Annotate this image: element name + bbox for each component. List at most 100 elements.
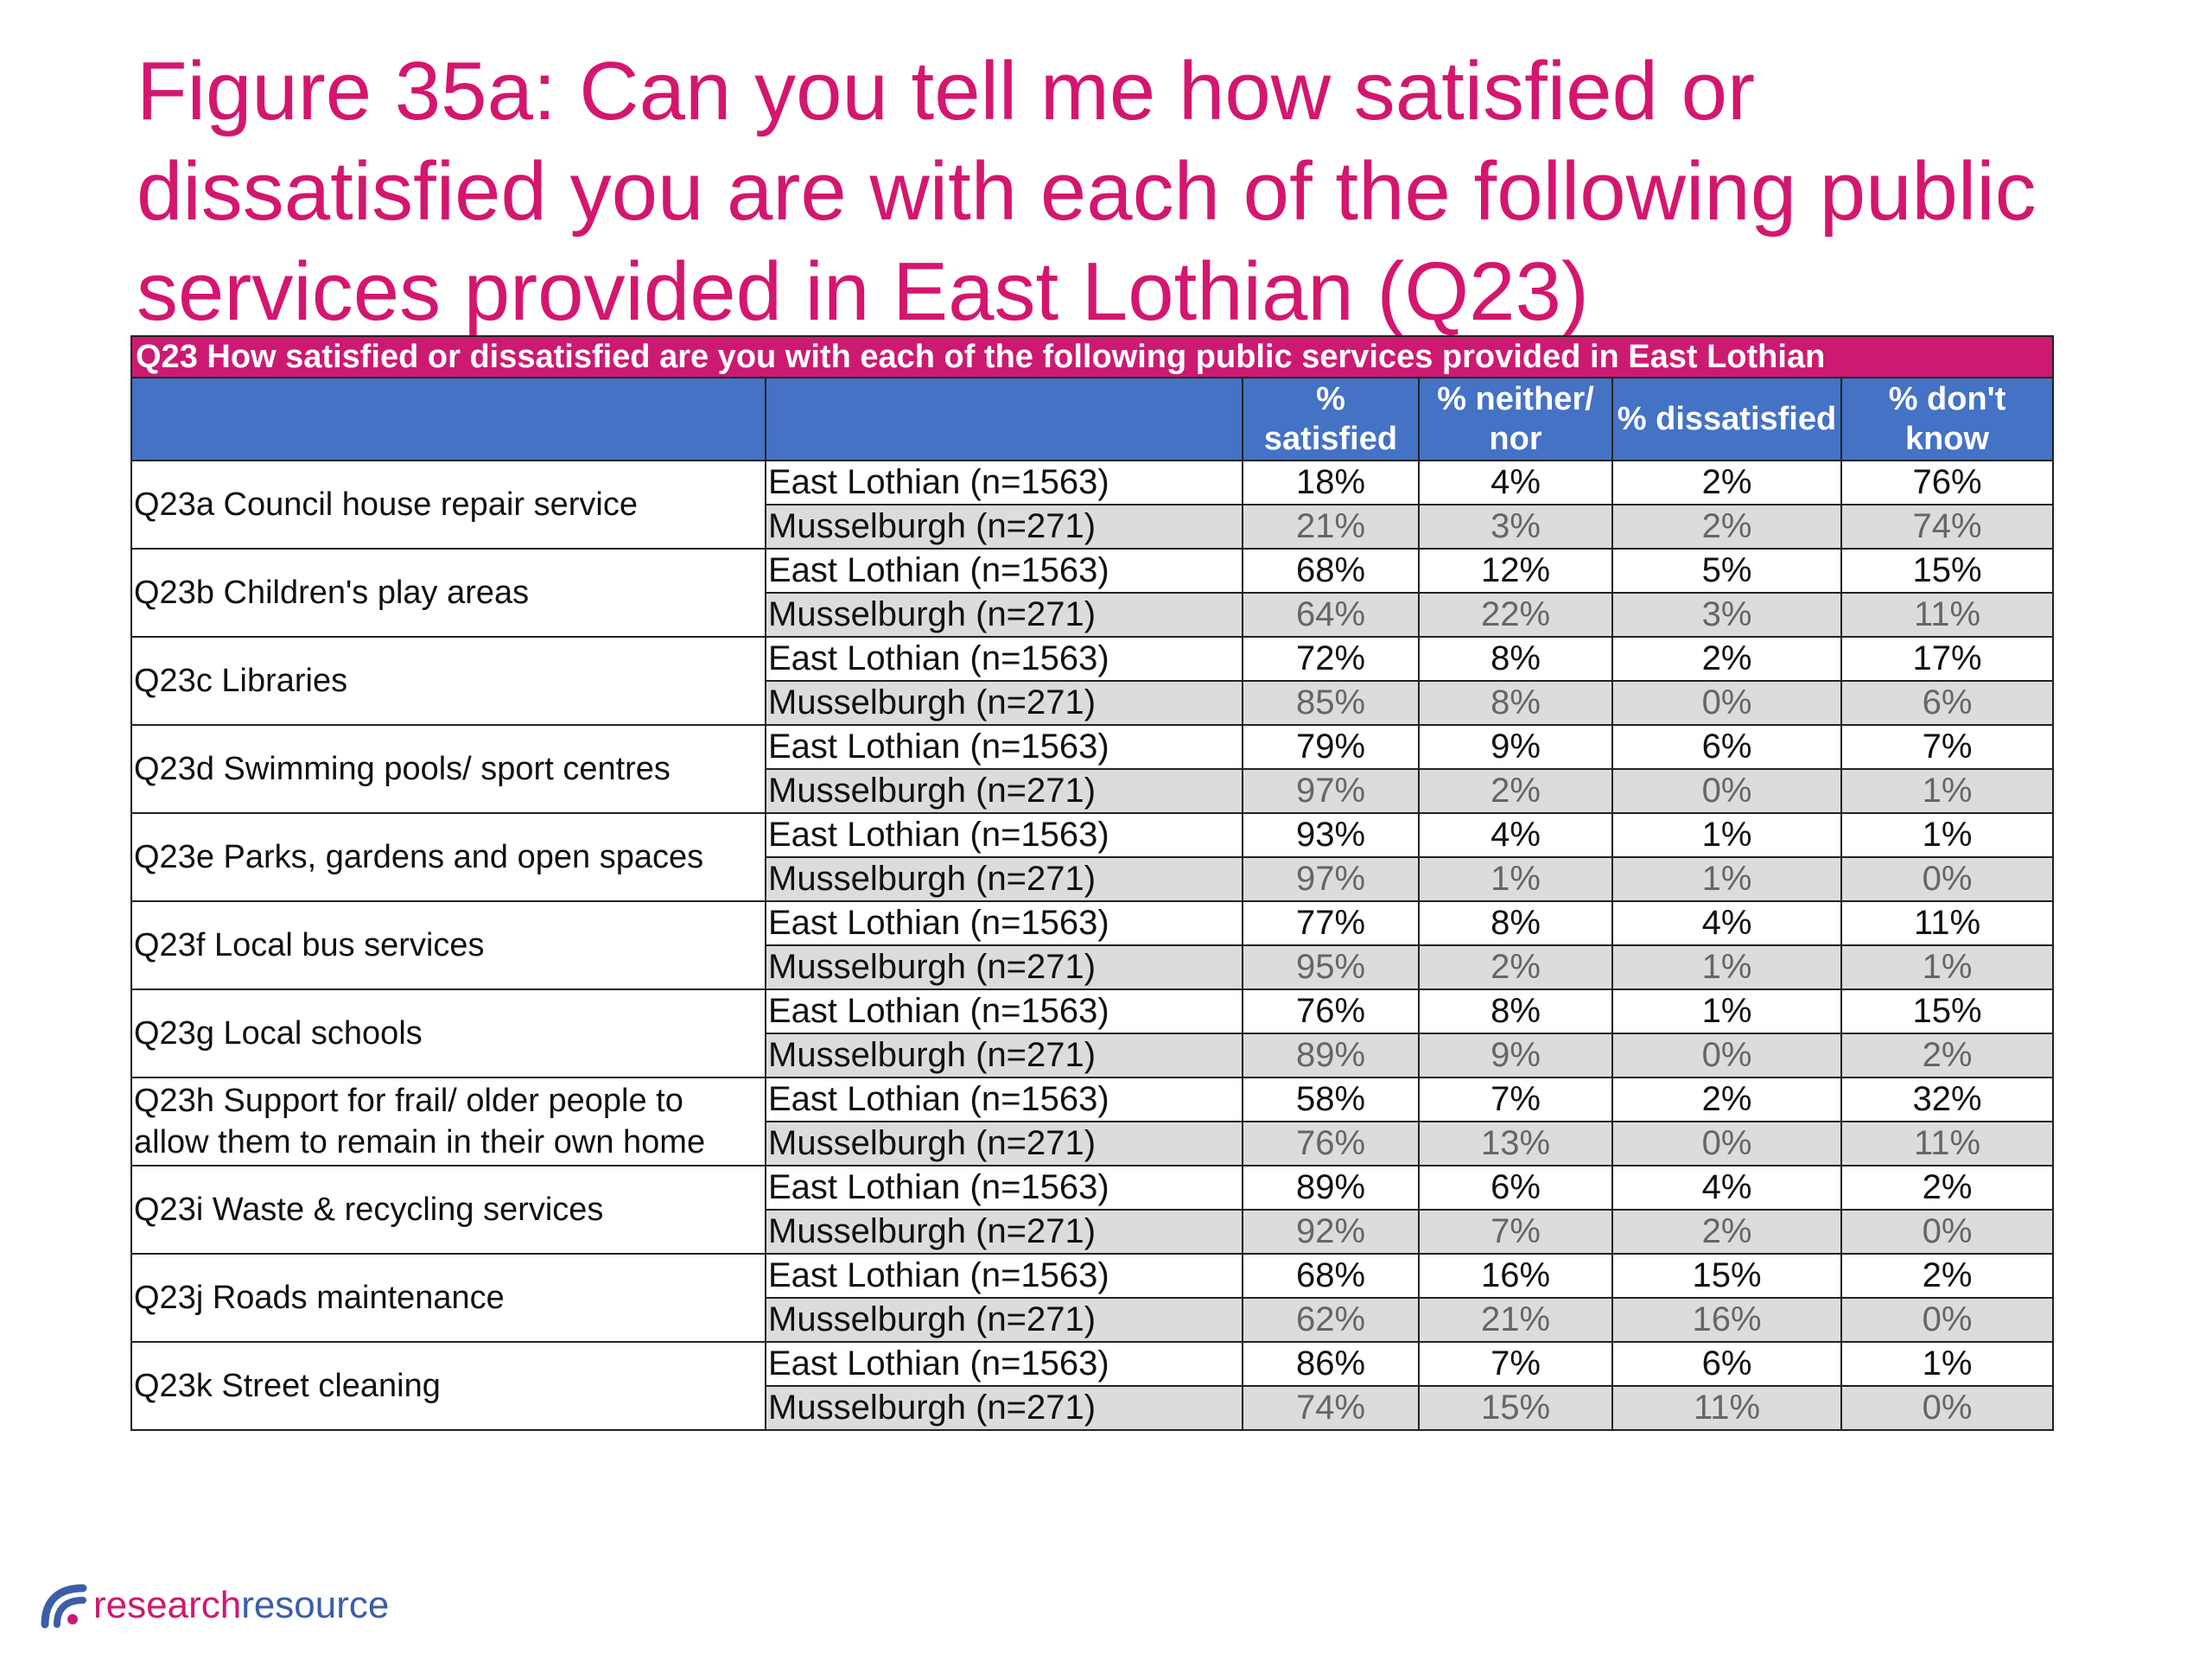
table-row: Q23b Children's play areas East Lothian (…	[130, 548, 2055, 638]
neither-value: 16%	[1418, 1253, 1613, 1299]
neither-value: 9%	[1418, 724, 1613, 770]
neither-value: 9%	[1418, 1033, 1613, 1078]
dissatisfied-value: 11%	[1611, 1385, 1842, 1431]
area-label: East Lothian (n=1563)	[765, 812, 1243, 858]
table-row: Q23g Local schools East Lothian (n=1563) 7…	[130, 988, 2055, 1078]
table-row: Musselburgh (n=271) 62% 21% 16% 0%	[131, 1297, 2055, 1343]
table-row: Musselburgh (n=271) 89% 9% 0% 2%	[131, 1033, 2055, 1078]
satisfied-value: 58%	[1242, 1077, 1420, 1122]
question-label: Q23f Local bus services	[130, 900, 766, 990]
neither-value: 21%	[1418, 1297, 1613, 1343]
page-title: Figure 35a: Can you tell me how satisfie…	[137, 45, 2037, 338]
satisfied-value: 64%	[1242, 592, 1420, 638]
satisfied-value: 68%	[1242, 1253, 1420, 1299]
dontknow-value: 0%	[1840, 1297, 2055, 1343]
area-label: Musselburgh (n=271)	[765, 768, 1243, 814]
dissatisfied-value: 4%	[1611, 900, 1842, 946]
dissatisfied-value: 2%	[1611, 1077, 1842, 1122]
header-dontknow-line1: % don't	[1888, 381, 2006, 417]
dontknow-value: 32%	[1840, 1077, 2055, 1122]
header-neither-line1: % neither/	[1437, 381, 1594, 417]
table-row: Musselburgh (n=271) 64% 22% 3% 11%	[131, 592, 2055, 638]
area-label: East Lothian (n=1563)	[765, 1077, 1243, 1122]
logo-text: researchresource	[93, 1584, 389, 1627]
dissatisfied-value: 6%	[1611, 1341, 1842, 1387]
satisfied-value: 79%	[1242, 724, 1420, 770]
satisfied-value: 86%	[1242, 1341, 1420, 1387]
area-label: East Lothian (n=1563)	[765, 724, 1243, 770]
table-row: Musselburgh (n=271) 21% 3% 2% 74%	[131, 504, 2055, 550]
satisfied-value: 85%	[1242, 680, 1420, 726]
dissatisfied-value: 2%	[1611, 504, 1842, 550]
dontknow-value: 1%	[1840, 944, 2055, 990]
dissatisfied-value: 2%	[1611, 460, 1842, 505]
neither-value: 3%	[1418, 504, 1613, 550]
area-label: East Lothian (n=1563)	[765, 548, 1243, 594]
area-label: Musselburgh (n=271)	[765, 1121, 1243, 1166]
neither-value: 7%	[1418, 1209, 1613, 1255]
dontknow-value: 74%	[1840, 504, 2055, 550]
neither-value: 7%	[1418, 1341, 1613, 1387]
question-label: Q23c Libraries	[130, 636, 766, 726]
table-row: Q23e Parks, gardens and open spaces East …	[130, 812, 2055, 902]
satisfied-value: 95%	[1242, 944, 1420, 990]
table-row: Q23i Waste & recycling services East Loth…	[130, 1165, 2055, 1255]
dissatisfied-value: 4%	[1611, 1165, 1842, 1211]
dissatisfied-value: 2%	[1611, 1209, 1842, 1255]
neither-value: 1%	[1418, 856, 1613, 902]
area-label: Musselburgh (n=271)	[765, 504, 1243, 550]
area-label: East Lothian (n=1563)	[765, 1165, 1243, 1211]
area-label: East Lothian (n=1563)	[765, 988, 1243, 1034]
area-label: Musselburgh (n=271)	[765, 1209, 1243, 1255]
logo-word-research: research	[93, 1584, 242, 1626]
satisfied-value: 89%	[1242, 1033, 1420, 1078]
table-row: Q23d Swimming pools/ sport centres East L…	[130, 724, 2055, 814]
dontknow-value: 1%	[1840, 1341, 2055, 1387]
dontknow-value: 15%	[1840, 988, 2055, 1034]
neither-value: 8%	[1418, 900, 1613, 946]
area-label: Musselburgh (n=271)	[765, 1297, 1243, 1343]
neither-value: 4%	[1418, 812, 1613, 858]
dissatisfied-value: 16%	[1611, 1297, 1842, 1343]
table-caption-row: Q23 How satisfied or dissatisfied are yo…	[130, 335, 2055, 378]
dontknow-value: 11%	[1840, 592, 2055, 638]
company-logo: researchresource	[38, 1571, 389, 1640]
dissatisfied-value: 15%	[1611, 1253, 1842, 1299]
dissatisfied-value: 6%	[1611, 724, 1842, 770]
dissatisfied-value: 3%	[1611, 592, 1842, 638]
dissatisfied-value: 2%	[1611, 636, 1842, 682]
neither-value: 6%	[1418, 1165, 1613, 1211]
question-label: Q23i Waste & recycling services	[130, 1165, 766, 1255]
question-label: Q23j Roads maintenance	[130, 1253, 766, 1343]
area-label: East Lothian (n=1563)	[765, 460, 1243, 505]
dontknow-value: 1%	[1840, 768, 2055, 814]
table-row: Musselburgh (n=271) 95% 2% 1% 1%	[131, 944, 2055, 990]
dissatisfied-value: 1%	[1611, 944, 1842, 990]
area-label: Musselburgh (n=271)	[765, 1385, 1243, 1431]
table-row: Q23a Council house repair service East Lo…	[130, 460, 2055, 550]
dontknow-value: 2%	[1840, 1253, 2055, 1299]
table-caption: Q23 How satisfied or dissatisfied are yo…	[130, 335, 2055, 378]
dissatisfied-value: 5%	[1611, 548, 1842, 594]
neither-value: 7%	[1418, 1077, 1613, 1122]
neither-value: 2%	[1418, 944, 1613, 990]
header-dontknow-line2: know	[1904, 421, 1990, 457]
dontknow-value: 7%	[1840, 724, 2055, 770]
table-row: Musselburgh (n=271) 74% 15% 11% 0%	[131, 1385, 2055, 1431]
table-row: Q23j Roads maintenance East Lothian (n=15…	[130, 1253, 2055, 1343]
satisfied-value: 18%	[1242, 460, 1420, 505]
header-blank-question	[130, 377, 766, 461]
satisfied-value: 97%	[1242, 768, 1420, 814]
neither-value: 15%	[1418, 1385, 1613, 1431]
dissatisfied-value: 0%	[1611, 1033, 1842, 1078]
dontknow-value: 15%	[1840, 548, 2055, 594]
dontknow-value: 0%	[1840, 856, 2055, 902]
neither-value: 8%	[1418, 680, 1613, 726]
table-row: Musselburgh (n=271) 97% 1% 1% 0%	[131, 856, 2055, 902]
satisfied-value: 21%	[1242, 504, 1420, 550]
table-body: Q23a Council house repair service East Lo…	[130, 460, 2055, 1431]
dissatisfied-value: 0%	[1611, 768, 1842, 814]
satisfied-value: 97%	[1242, 856, 1420, 902]
area-label: East Lothian (n=1563)	[765, 900, 1243, 946]
satisfied-value: 93%	[1242, 812, 1420, 858]
